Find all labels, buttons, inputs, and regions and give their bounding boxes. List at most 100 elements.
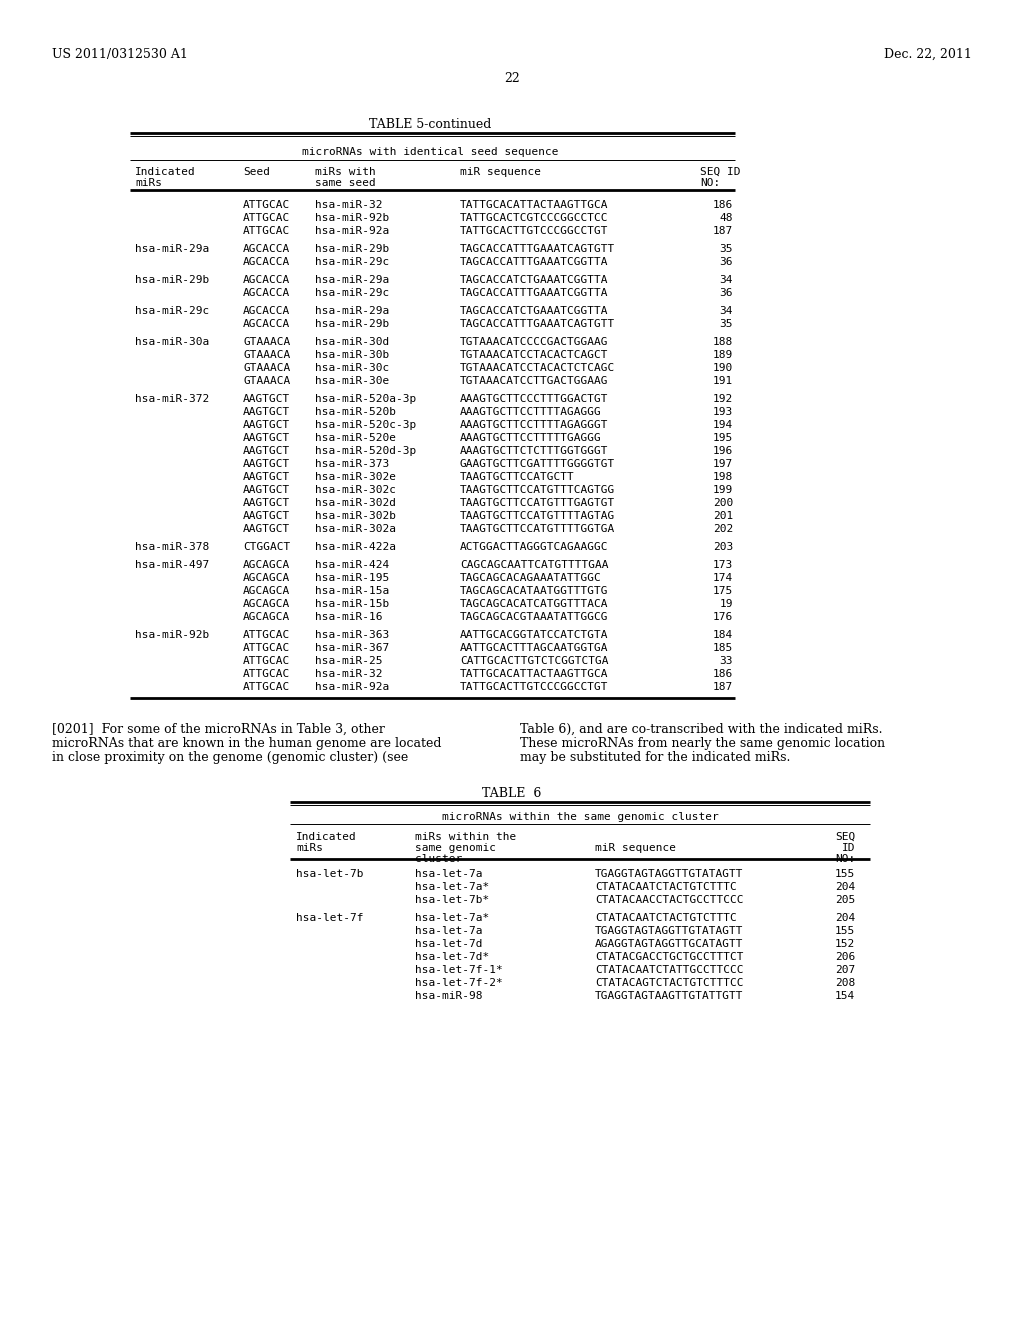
Text: hsa-miR-30a: hsa-miR-30a <box>135 337 209 347</box>
Text: miRs: miRs <box>135 178 162 187</box>
Text: AAGTGCT: AAGTGCT <box>243 459 290 469</box>
Text: 35: 35 <box>720 244 733 253</box>
Text: NO:: NO: <box>835 854 855 865</box>
Text: TATTGCACATTACTAAGTTGCA: TATTGCACATTACTAAGTTGCA <box>460 669 608 678</box>
Text: AGCACCA: AGCACCA <box>243 275 290 285</box>
Text: AAGTGCT: AAGTGCT <box>243 420 290 430</box>
Text: ACTGGACTTAGGGTCAGAAGGC: ACTGGACTTAGGGTCAGAAGGC <box>460 543 608 552</box>
Text: TATTGCACTTGTCCCGGCCTGT: TATTGCACTTGTCCCGGCCTGT <box>460 682 608 692</box>
Text: 35: 35 <box>720 319 733 329</box>
Text: TATTGCACTCGTCCCGGCCTCC: TATTGCACTCGTCCCGGCCTCC <box>460 213 608 223</box>
Text: AAAGTGCTTCCTTTTAGAGGGT: AAAGTGCTTCCTTTTAGAGGGT <box>460 420 608 430</box>
Text: hsa-miR-30d: hsa-miR-30d <box>315 337 389 347</box>
Text: 191: 191 <box>713 376 733 385</box>
Text: 206: 206 <box>835 952 855 962</box>
Text: AGAGGTAGTAGGTTGCATAGTT: AGAGGTAGTAGGTTGCATAGTT <box>595 939 743 949</box>
Text: AAAGTGCTTCCTTTTTGAGGG: AAAGTGCTTCCTTTTTGAGGG <box>460 433 602 444</box>
Text: Table 6), and are co-transcribed with the indicated miRs.: Table 6), and are co-transcribed with th… <box>520 723 883 737</box>
Text: AGCAGCA: AGCAGCA <box>243 560 290 570</box>
Text: 189: 189 <box>713 350 733 360</box>
Text: TAAGTGCTTCCATGCTT: TAAGTGCTTCCATGCTT <box>460 473 574 482</box>
Text: AAGTGCT: AAGTGCT <box>243 484 290 495</box>
Text: AGCACCA: AGCACCA <box>243 288 290 298</box>
Text: AAGTGCT: AAGTGCT <box>243 446 290 455</box>
Text: GTAAACA: GTAAACA <box>243 337 290 347</box>
Text: AAAGTGCTTCCTTTTAGAGGG: AAAGTGCTTCCTTTTAGAGGG <box>460 407 602 417</box>
Text: TAAGTGCTTCCATGTTTCAGTGG: TAAGTGCTTCCATGTTTCAGTGG <box>460 484 615 495</box>
Text: ATTGCAC: ATTGCAC <box>243 201 290 210</box>
Text: 36: 36 <box>720 288 733 298</box>
Text: hsa-let-7d*: hsa-let-7d* <box>415 952 489 962</box>
Text: hsa-let-7a: hsa-let-7a <box>415 869 482 879</box>
Text: Indicated: Indicated <box>135 168 196 177</box>
Text: hsa-miR-92a: hsa-miR-92a <box>315 682 389 692</box>
Text: GTAAACA: GTAAACA <box>243 350 290 360</box>
Text: 152: 152 <box>835 939 855 949</box>
Text: hsa-let-7f-2*: hsa-let-7f-2* <box>415 978 503 987</box>
Text: CATTGCACTTGTCTCGGTCTGA: CATTGCACTTGTCTCGGTCTGA <box>460 656 608 667</box>
Text: TAGCAGCACGTAAATATTGGCG: TAGCAGCACGTAAATATTGGCG <box>460 612 608 622</box>
Text: ATTGCAC: ATTGCAC <box>243 226 290 236</box>
Text: hsa-miR-497: hsa-miR-497 <box>135 560 209 570</box>
Text: ATTGCAC: ATTGCAC <box>243 643 290 653</box>
Text: hsa-miR-302b: hsa-miR-302b <box>315 511 396 521</box>
Text: 176: 176 <box>713 612 733 622</box>
Text: in close proximity on the genome (genomic cluster) (see: in close proximity on the genome (genomi… <box>52 751 409 764</box>
Text: TAGCACCATTTGAAATCGGTTA: TAGCACCATTTGAAATCGGTTA <box>460 257 608 267</box>
Text: hsa-miR-520e: hsa-miR-520e <box>315 433 396 444</box>
Text: 154: 154 <box>835 991 855 1001</box>
Text: AAGTGCT: AAGTGCT <box>243 511 290 521</box>
Text: GTAAACA: GTAAACA <box>243 363 290 374</box>
Text: hsa-miR-29b: hsa-miR-29b <box>315 244 389 253</box>
Text: hsa-miR-367: hsa-miR-367 <box>315 643 389 653</box>
Text: hsa-miR-29a: hsa-miR-29a <box>135 244 209 253</box>
Text: These microRNAs from nearly the same genomic location: These microRNAs from nearly the same gen… <box>520 737 885 750</box>
Text: TAGCACCATCTGAAATCGGTTA: TAGCACCATCTGAAATCGGTTA <box>460 275 608 285</box>
Text: hsa-miR-92b: hsa-miR-92b <box>135 630 209 640</box>
Text: AAGTGCT: AAGTGCT <box>243 407 290 417</box>
Text: hsa-miR-520b: hsa-miR-520b <box>315 407 396 417</box>
Text: hsa-miR-302c: hsa-miR-302c <box>315 484 396 495</box>
Text: 194: 194 <box>713 420 733 430</box>
Text: miR sequence: miR sequence <box>460 168 541 177</box>
Text: 204: 204 <box>835 913 855 923</box>
Text: Indicated: Indicated <box>296 832 356 842</box>
Text: CTGGACT: CTGGACT <box>243 543 290 552</box>
Text: 185: 185 <box>713 643 733 653</box>
Text: TAAGTGCTTCCATGTTTTAGTAG: TAAGTGCTTCCATGTTTTAGTAG <box>460 511 615 521</box>
Text: TAGCAGCACATCATGGTTTACA: TAGCAGCACATCATGGTTTACA <box>460 599 608 609</box>
Text: hsa-miR-29b: hsa-miR-29b <box>135 275 209 285</box>
Text: TATTGCACATTACTAAGTTGCA: TATTGCACATTACTAAGTTGCA <box>460 201 608 210</box>
Text: AGCAGCA: AGCAGCA <box>243 573 290 583</box>
Text: 202: 202 <box>713 524 733 535</box>
Text: CTATACAACCTACTGCCTTCCC: CTATACAACCTACTGCCTTCCC <box>595 895 743 906</box>
Text: microRNAs within the same genomic cluster: microRNAs within the same genomic cluste… <box>441 812 719 822</box>
Text: hsa-let-7b: hsa-let-7b <box>296 869 364 879</box>
Text: hsa-miR-302a: hsa-miR-302a <box>315 524 396 535</box>
Text: 34: 34 <box>720 306 733 315</box>
Text: ATTGCAC: ATTGCAC <box>243 669 290 678</box>
Text: AAGTGCT: AAGTGCT <box>243 473 290 482</box>
Text: AGCAGCA: AGCAGCA <box>243 586 290 597</box>
Text: ATTGCAC: ATTGCAC <box>243 656 290 667</box>
Text: hsa-let-7a*: hsa-let-7a* <box>415 882 489 892</box>
Text: cluster: cluster <box>415 854 462 865</box>
Text: hsa-let-7f: hsa-let-7f <box>296 913 364 923</box>
Text: 200: 200 <box>713 498 733 508</box>
Text: [0201]  For some of the microRNAs in Table 3, other: [0201] For some of the microRNAs in Tabl… <box>52 723 385 737</box>
Text: 203: 203 <box>713 543 733 552</box>
Text: TAAGTGCTTCCATGTTTGAGTGT: TAAGTGCTTCCATGTTTGAGTGT <box>460 498 615 508</box>
Text: 207: 207 <box>835 965 855 975</box>
Text: hsa-let-7b*: hsa-let-7b* <box>415 895 489 906</box>
Text: microRNAs with identical seed sequence: microRNAs with identical seed sequence <box>302 147 558 157</box>
Text: TATTGCACTTGTCCCGGCCTGT: TATTGCACTTGTCCCGGCCTGT <box>460 226 608 236</box>
Text: hsa-miR-16: hsa-miR-16 <box>315 612 383 622</box>
Text: hsa-miR-29a: hsa-miR-29a <box>315 275 389 285</box>
Text: TABLE 5-continued: TABLE 5-continued <box>369 117 492 131</box>
Text: hsa-let-7a: hsa-let-7a <box>415 927 482 936</box>
Text: Seed: Seed <box>243 168 270 177</box>
Text: hsa-miR-15a: hsa-miR-15a <box>315 586 389 597</box>
Text: 173: 173 <box>713 560 733 570</box>
Text: AATTGCACTTTAGCAATGGTGA: AATTGCACTTTAGCAATGGTGA <box>460 643 608 653</box>
Text: hsa-miR-32: hsa-miR-32 <box>315 201 383 210</box>
